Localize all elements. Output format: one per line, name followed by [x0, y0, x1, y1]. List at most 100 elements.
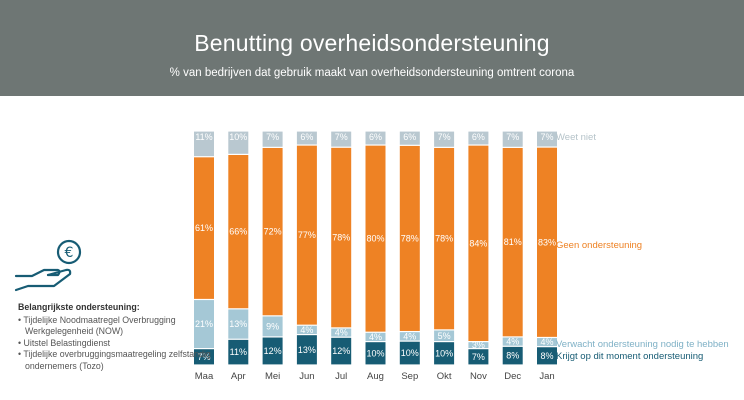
x-tick-label: Dec: [504, 371, 521, 382]
x-tick-label: Sep: [401, 371, 418, 382]
data-label: 83%: [538, 237, 556, 247]
data-label: 10%: [435, 348, 453, 358]
data-label: 7%: [197, 352, 210, 362]
bar-segment: [296, 325, 317, 334]
bar-segment: [365, 342, 386, 365]
bar-segment: [296, 131, 317, 145]
bar-segment: [331, 337, 352, 365]
data-label: 13%: [298, 345, 316, 355]
data-label: 21%: [195, 319, 213, 329]
bar-segment: [296, 145, 317, 325]
support-info-title: Belangrijkste ondersteuning:: [18, 302, 140, 312]
data-label: 78%: [435, 234, 453, 244]
bar-segment: [262, 337, 283, 365]
bar-segment: [194, 157, 214, 299]
bar-segment: [228, 131, 249, 154]
chart-header: Benutting overheidsondersteuning % van b…: [0, 0, 744, 96]
bar-segment: [262, 131, 283, 147]
bar-segment: [537, 147, 557, 337]
bar-segment: [331, 147, 352, 328]
data-label: 80%: [366, 234, 384, 244]
bar-segment: [228, 339, 249, 365]
data-label: 84%: [469, 238, 487, 248]
support-info: Belangrijkste ondersteuning: • Tijdelijk…: [18, 302, 218, 372]
data-label: 78%: [401, 233, 419, 243]
bar-segment: [502, 147, 523, 337]
data-label: 7%: [472, 352, 485, 362]
data-label: 8%: [540, 351, 553, 361]
data-label: 9%: [266, 321, 279, 331]
legend-entry: Weet niet: [556, 132, 596, 143]
bar-segment: [262, 316, 283, 337]
data-label: 4%: [540, 337, 553, 347]
x-tick-label: Jan: [539, 371, 554, 382]
data-label: 10%: [401, 348, 419, 358]
svg-text:€: €: [65, 245, 74, 261]
data-label: 12%: [264, 346, 282, 356]
data-label: 77%: [298, 230, 316, 240]
data-label: 3%: [472, 340, 485, 350]
bar-segment: [399, 332, 420, 341]
data-label: 5%: [438, 331, 451, 341]
data-label: 4%: [506, 337, 519, 347]
support-item: • Tijdelijke overbruggingsmaatregeling z…: [18, 349, 211, 371]
data-label: 11%: [230, 347, 247, 357]
data-label: 10%: [366, 348, 384, 358]
bar-segment: [296, 335, 317, 365]
x-tick-label: Aug: [367, 371, 384, 382]
data-label: 12%: [332, 346, 350, 356]
bar-segment: [434, 131, 455, 147]
bar-segment: [228, 309, 249, 339]
data-label: 7%: [266, 132, 279, 142]
data-label: 61%: [195, 223, 213, 233]
bar-segment: [228, 155, 249, 309]
data-label: 72%: [264, 227, 282, 237]
bar-segment: [331, 328, 352, 337]
bar-segment: [194, 349, 214, 365]
bar-segment: [399, 341, 420, 365]
bar-segment: [194, 300, 214, 349]
bar-segment: [434, 330, 455, 341]
bar-segment: [399, 145, 420, 331]
bar-segment: [331, 131, 352, 147]
data-label: 11%: [195, 132, 212, 142]
bar-segment: [399, 131, 420, 145]
bar-segment: [502, 131, 523, 147]
data-label: 4%: [335, 328, 348, 338]
legend-entry: Geen ondersteuning: [556, 240, 642, 251]
support-info-list: • Tijdelijke Noodmaatregel Overbrugging …: [18, 315, 218, 373]
x-tick-label: Maa: [195, 371, 214, 382]
data-label: 7%: [506, 132, 519, 142]
data-label: 66%: [229, 227, 247, 237]
bar-segment: [434, 147, 455, 330]
x-tick-label: Nov: [470, 371, 487, 382]
bar-segment: [537, 338, 557, 347]
x-tick-label: Okt: [437, 371, 452, 382]
data-label: 6%: [472, 132, 485, 142]
bar-segment: [468, 342, 489, 349]
bar-segment: [537, 131, 557, 147]
data-label: 4%: [403, 331, 416, 341]
data-label: 6%: [403, 132, 416, 142]
data-label: 13%: [229, 319, 247, 329]
support-item: • Tijdelijke Noodmaatregel Overbrugging …: [18, 314, 176, 337]
data-label: 78%: [332, 233, 350, 243]
data-label: 7%: [335, 132, 348, 142]
data-label: 8%: [506, 351, 519, 361]
bar-segment: [468, 131, 489, 145]
x-tick-label: Mei: [265, 371, 280, 382]
x-tick-label: Jul: [335, 371, 347, 382]
x-tick-label: Jun: [299, 371, 314, 382]
legend-entry: Krijgt op dit moment ondersteuning: [556, 351, 703, 362]
chart-subtitle: % van bedrijven dat gebruik maakt van ov…: [169, 67, 575, 79]
bar-segment: [468, 349, 489, 365]
data-label: 6%: [369, 132, 382, 142]
bar-segment: [194, 131, 214, 157]
data-label: 10%: [229, 132, 247, 142]
bar-segment: [537, 347, 557, 365]
x-tick-label: Apr: [231, 371, 246, 382]
data-label: 7%: [540, 132, 553, 142]
euro-hand-icon: €: [14, 238, 84, 303]
data-label: 7%: [438, 132, 451, 142]
